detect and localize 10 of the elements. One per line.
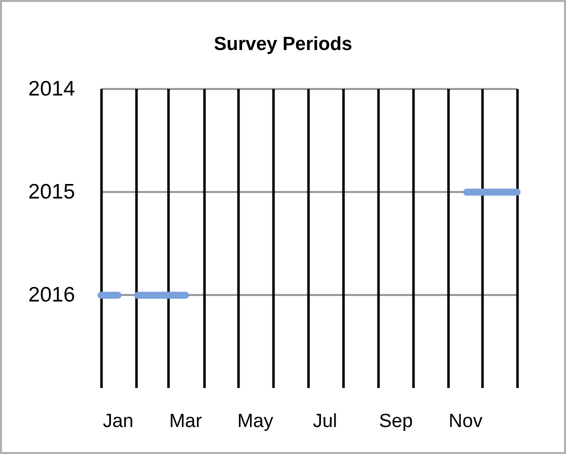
- x-tick-label: Jul: [312, 411, 338, 432]
- x-tick-label: Jan: [102, 411, 134, 432]
- x-tick-label: Nov: [448, 411, 483, 432]
- chart-title: Survey Periods: [214, 34, 352, 55]
- y-tick-label: 2016: [28, 284, 75, 307]
- y-tick-label: 2014: [28, 78, 76, 100]
- x-tick-label: Mar: [169, 411, 203, 432]
- x-tick-label: May: [237, 411, 274, 432]
- x-tick-label: Sep: [378, 411, 413, 432]
- y-tick-label: 2015: [28, 180, 75, 204]
